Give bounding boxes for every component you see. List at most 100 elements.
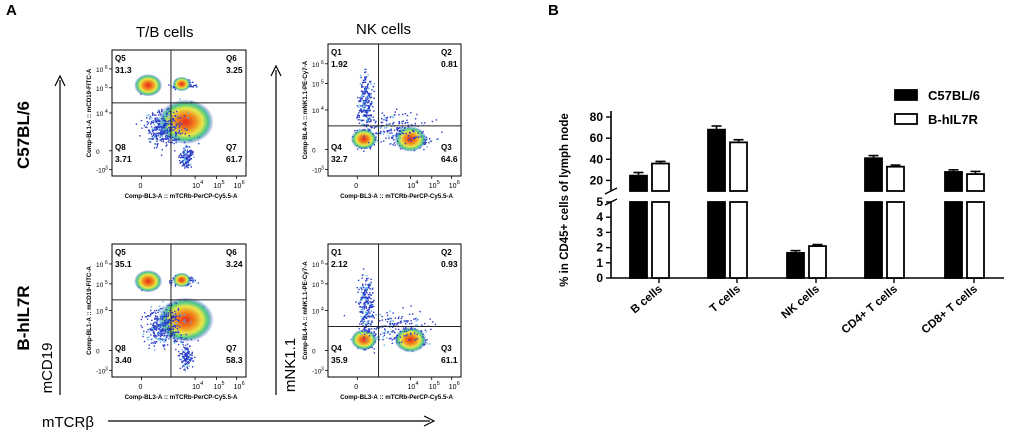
- flow-event: [162, 133, 164, 135]
- flow-event: [193, 85, 195, 87]
- flow-event: [188, 352, 190, 355]
- flow-event: [358, 106, 360, 108]
- flow-event: [168, 137, 170, 139]
- flow-event: [168, 108, 170, 110]
- flow-event: [153, 332, 155, 335]
- flow-event: [359, 104, 361, 107]
- flow-event: [149, 313, 152, 315]
- flow-event: [159, 308, 161, 310]
- flow-event: [408, 135, 410, 137]
- flow-event: [160, 154, 163, 156]
- flow-event: [364, 114, 367, 116]
- flow-event: [157, 121, 160, 123]
- flow-event: [373, 90, 375, 93]
- flow-event: [401, 122, 403, 125]
- flow-event: [185, 161, 187, 164]
- flow-event: [360, 95, 362, 97]
- flow-event: [171, 115, 173, 117]
- flow-event: [158, 324, 160, 326]
- flow-event: [366, 121, 368, 124]
- flow-event: [177, 307, 180, 310]
- flow-y-tick-label: 0: [312, 148, 316, 155]
- flow-event: [181, 361, 183, 363]
- flow-event: [365, 71, 367, 73]
- flow-event: [170, 129, 173, 131]
- flow-event: [436, 138, 438, 140]
- flow-event: [162, 306, 164, 308]
- flow-event: [152, 325, 155, 327]
- flow-event: [423, 135, 425, 137]
- flow-event: [390, 128, 392, 130]
- flow-event: [155, 135, 158, 137]
- flow-event: [364, 77, 366, 80]
- flow-event: [151, 112, 154, 114]
- flow-event: [184, 370, 186, 372]
- flow-y-tick-exponent: 4: [105, 307, 108, 313]
- flow-event: [380, 127, 382, 129]
- flow-event: [172, 328, 175, 330]
- flow-event: [168, 319, 171, 321]
- quadrant-name: Q4: [331, 143, 342, 152]
- flow-event: [174, 334, 176, 337]
- flow-event: [190, 85, 192, 87]
- flow-event: [402, 120, 405, 122]
- flow-event: [393, 337, 396, 339]
- flow-event: [173, 126, 176, 128]
- flow-event: [188, 159, 191, 161]
- flow-event: [150, 123, 152, 125]
- flow-event: [163, 121, 165, 123]
- flow-event: [369, 104, 371, 107]
- flow-event: [159, 112, 161, 114]
- flow-event: [158, 118, 160, 120]
- flow-event: [153, 129, 155, 132]
- flow-y-tick-label: 10: [96, 282, 104, 289]
- flow-event: [194, 356, 196, 359]
- flow-event: [367, 98, 369, 100]
- flow-event: [162, 115, 164, 118]
- quadrant-percent: 1.92: [331, 59, 348, 69]
- flow-event: [163, 315, 166, 318]
- flow-event: [154, 310, 156, 312]
- flow-event: [365, 90, 367, 92]
- flow-y-axis-label: Comp-BL4-A :: mNK1.1-PE-Cy7-A: [302, 60, 309, 159]
- flow-event: [166, 324, 168, 327]
- flow-event: [360, 110, 362, 112]
- flow-event: [188, 79, 190, 81]
- flow-event: [407, 121, 409, 124]
- flow-event: [189, 80, 191, 82]
- flow-event: [411, 124, 414, 126]
- flow-event: [175, 126, 177, 128]
- flow-event: [365, 126, 368, 128]
- flow-event: [152, 322, 154, 325]
- flow-event: [173, 139, 176, 141]
- flow-event: [370, 83, 372, 85]
- flow-event: [383, 114, 385, 117]
- flow-event: [145, 316, 148, 318]
- flow-event: [167, 315, 170, 317]
- flow-event: [161, 114, 164, 116]
- flow-event: [157, 120, 159, 122]
- flow-event: [183, 314, 185, 316]
- flow-x-tick-label: 0: [138, 183, 142, 190]
- flow-event: [182, 163, 185, 165]
- flow-event: [182, 352, 184, 354]
- flow-event: [157, 125, 159, 127]
- flow-density-hotspot: [157, 297, 214, 343]
- flow-event: [367, 92, 369, 95]
- flow-event: [362, 129, 364, 131]
- flow-event: [142, 333, 145, 335]
- flow-event: [161, 326, 163, 328]
- flow-x-tick-label: 10: [407, 183, 415, 190]
- flow-event: [190, 83, 192, 86]
- flow-event: [362, 115, 364, 117]
- flow-event: [441, 131, 443, 133]
- flow-event: [141, 326, 143, 329]
- flow-event: [388, 137, 390, 139]
- flow-y-tick-label: 0: [96, 149, 100, 156]
- flow-event: [174, 317, 176, 319]
- flow-event: [385, 119, 387, 121]
- quadrant-name: Q1: [331, 48, 342, 57]
- flow-event: [160, 138, 163, 140]
- flow-event: [193, 280, 195, 283]
- flow-event: [390, 136, 393, 139]
